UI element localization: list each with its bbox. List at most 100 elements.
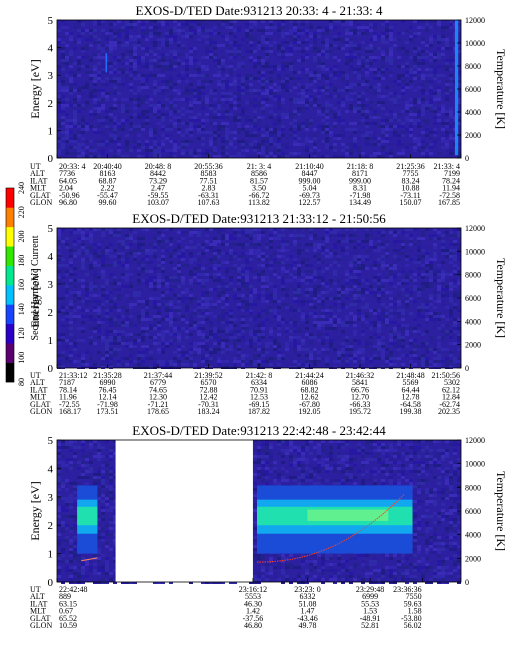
row-label: MLT — [30, 184, 46, 193]
table-cell: 12.84 — [442, 393, 460, 402]
table-cell: 6570 — [201, 378, 217, 387]
colorbar-segment — [6, 207, 14, 228]
table-cell: 150.07 — [400, 198, 422, 207]
table-cell: 8583 — [201, 169, 217, 178]
table-cell: 192.05 — [299, 407, 321, 416]
table-cell: 66.76 — [351, 385, 369, 394]
row-label: UT — [30, 371, 41, 380]
y2-tick-label: 12000 — [465, 436, 485, 445]
table-cell: 55.53 — [361, 599, 379, 608]
table-cell: 77.51 — [200, 176, 218, 185]
table-cell: -48.91 — [360, 614, 381, 623]
heatmap-noise — [57, 20, 461, 158]
colorbar-segment — [6, 246, 14, 266]
colorbar-tick-label: 160 — [17, 279, 26, 291]
table-cell: 6990 — [100, 378, 116, 387]
table-cell: 6086 — [302, 378, 318, 387]
table-cell: 167.85 — [438, 198, 460, 207]
row-label: GLAT — [30, 614, 51, 623]
y2-tick-label: 4000 — [465, 108, 481, 117]
table-cell: 8163 — [100, 169, 116, 178]
heatmap-streak — [105, 53, 108, 73]
colorbar-tick-label: 240 — [17, 182, 26, 194]
colorbar-tick-label: 140 — [17, 303, 26, 315]
table-cell: 21:39:52 — [194, 371, 222, 380]
table-cell: 21:33: 4 — [434, 162, 460, 171]
table-cell: 12.30 — [149, 393, 167, 402]
table-cell: 5.04 — [303, 184, 317, 193]
y-tick-label: 5 — [48, 435, 54, 447]
y2-axis-label: Temperature [K] — [494, 258, 505, 338]
table-cell: 12.62 — [301, 393, 319, 402]
row-label: MLT — [30, 607, 46, 616]
y-tick-label: 1 — [48, 549, 54, 561]
table-cell: -73.11 — [400, 191, 420, 200]
table-cell: -55.47 — [97, 191, 118, 200]
table-cell: 20:48: 8 — [145, 162, 171, 171]
colorbar-segment — [6, 362, 14, 383]
table-cell: 20:40:40 — [93, 162, 121, 171]
row-label: ALT — [30, 592, 45, 601]
row-label: ALT — [30, 169, 45, 178]
colorbar-label: Second Harmonic Current — [30, 235, 41, 340]
y2-tick-label: 0 — [465, 578, 469, 587]
table-cell: 73.29 — [149, 176, 167, 185]
table-cell: 5569 — [403, 378, 419, 387]
y2-tick-label: 8000 — [465, 62, 481, 71]
table-cell: 1.53 — [363, 607, 377, 616]
y-tick-label: 0 — [48, 153, 54, 165]
table-cell: 52.81 — [361, 621, 379, 630]
row-label: GLON — [30, 621, 52, 630]
row-label: GLAT — [30, 400, 51, 409]
table-cell: 23:36:36 — [393, 585, 421, 594]
y-tick-label: 1 — [48, 125, 54, 137]
table-cell: 21:48:48 — [396, 371, 424, 380]
table-cell: 99.60 — [99, 198, 117, 207]
table-cell: 6779 — [150, 378, 166, 387]
table-cell: 11.96 — [59, 393, 77, 402]
enhancement-band-peak — [307, 509, 389, 521]
spectrogram-panel-1: EXOS-D/TED Date:931213 20:33: 4 - 21:33:… — [28, 3, 505, 207]
y-tick-label: 0 — [48, 577, 54, 589]
y2-tick-label: 2000 — [465, 341, 481, 350]
table-cell: 21:10:40 — [295, 162, 323, 171]
table-cell: 6999 — [362, 592, 378, 601]
table-cell: 1.47 — [300, 607, 314, 616]
table-cell: 78.24 — [442, 176, 460, 185]
colorbar-segment — [6, 285, 14, 305]
y-tick-label: 2 — [48, 520, 54, 532]
table-cell: 8171 — [352, 169, 368, 178]
table-cell: -53.80 — [401, 614, 422, 623]
colorbar-segment — [6, 188, 14, 208]
heatmap-streak — [454, 20, 459, 156]
table-cell: -69.15 — [249, 400, 270, 409]
y2-tick-label: 10000 — [465, 39, 485, 48]
table-cell: 2.83 — [202, 184, 216, 193]
table-cell: 21:46:32 — [346, 371, 374, 380]
row-label: UT — [30, 162, 41, 171]
temperature-trace — [257, 493, 405, 563]
table-cell: 64.05 — [59, 176, 77, 185]
y2-tick-label: 2000 — [465, 554, 481, 563]
table-cell: 72.88 — [200, 385, 218, 394]
table-cell: 2.22 — [101, 184, 115, 193]
data-gap — [115, 440, 253, 582]
row-label: MLT — [30, 393, 46, 402]
colorbar: Second Harmonic Current 80 100 120 140 160 18… — [5, 182, 41, 386]
table-cell: 20:33: 4 — [59, 162, 85, 171]
y-tick-label: 3 — [48, 70, 54, 82]
table-cell: 8.31 — [353, 184, 367, 193]
panel-title: EXOS-D/TED Date:931213 22:42:48 - 23:42:… — [132, 423, 386, 438]
table-cell: 11.94 — [442, 184, 460, 193]
table-cell: 22:42:48 — [59, 585, 87, 594]
table-cell: 76.45 — [99, 385, 117, 394]
temperature-trace-left — [81, 557, 98, 562]
colorbar-segment — [6, 323, 14, 344]
table-cell: 21:35:28 — [93, 371, 121, 380]
y-axis-label: Energy [eV] — [28, 268, 42, 327]
table-cell: 183.24 — [198, 407, 220, 416]
table-cell: 5553 — [245, 592, 261, 601]
table-cell: 0.67 — [59, 607, 73, 616]
table-cell: 70.91 — [250, 385, 268, 394]
table-cell: 74.65 — [149, 385, 167, 394]
